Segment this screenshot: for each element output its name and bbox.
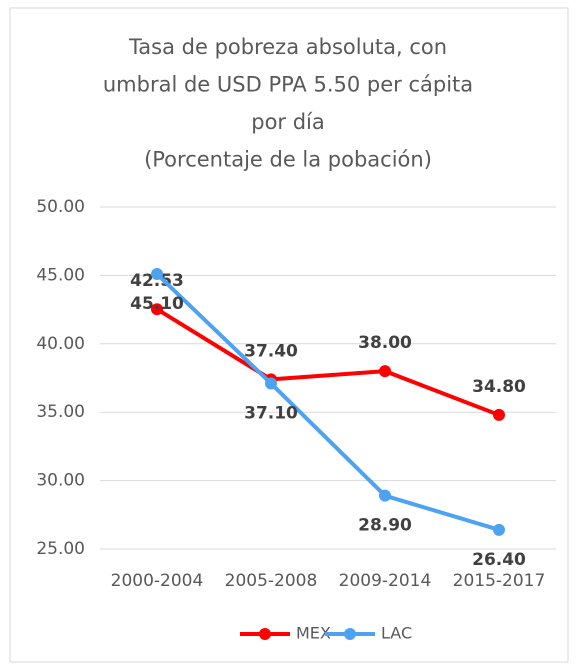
chart-title: umbral de USD PPA 5.50 per cápita	[103, 73, 473, 97]
legend-label: MEX	[296, 624, 331, 643]
marker	[265, 377, 277, 390]
y-tick-label: 40.00	[36, 334, 85, 354]
line	[155, 272, 500, 532]
marker	[379, 489, 391, 502]
data-label: 45.10	[130, 294, 184, 314]
legend-marker	[344, 628, 356, 640]
data-label: 26.40	[472, 550, 526, 570]
chart-title: por día	[251, 110, 325, 134]
chart-title: (Porcentaje de la pobación)	[144, 148, 432, 172]
line	[155, 307, 500, 417]
x-tick-label: 2005-2008	[225, 571, 318, 591]
chart-frame	[9, 7, 569, 663]
marker	[379, 365, 391, 378]
marker	[493, 408, 505, 421]
y-tick-label: 50.00	[36, 197, 85, 217]
y-tick-label: 30.00	[36, 471, 85, 491]
x-tick-label: 2015-2017	[453, 571, 546, 591]
chart-title: Tasa de pobreza absoluta, con	[128, 35, 447, 59]
y-tick-label: 45.00	[36, 265, 85, 285]
x-tick-label: 2009-2014	[339, 571, 432, 591]
data-label: 37.10	[244, 403, 298, 423]
marker	[151, 268, 163, 281]
marker	[151, 303, 163, 316]
y-tick-label: 35.00	[36, 402, 85, 422]
data-label: 37.40	[244, 341, 298, 361]
legend-marker	[259, 628, 271, 640]
legend-label: LAC	[381, 624, 412, 643]
x-tick-label: 2000-2004	[111, 571, 204, 591]
data-label: 38.00	[358, 333, 412, 353]
marker	[493, 523, 505, 536]
data-label: 28.90	[358, 516, 412, 536]
data-label: 34.80	[472, 377, 526, 397]
y-tick-label: 25.00	[36, 539, 85, 559]
